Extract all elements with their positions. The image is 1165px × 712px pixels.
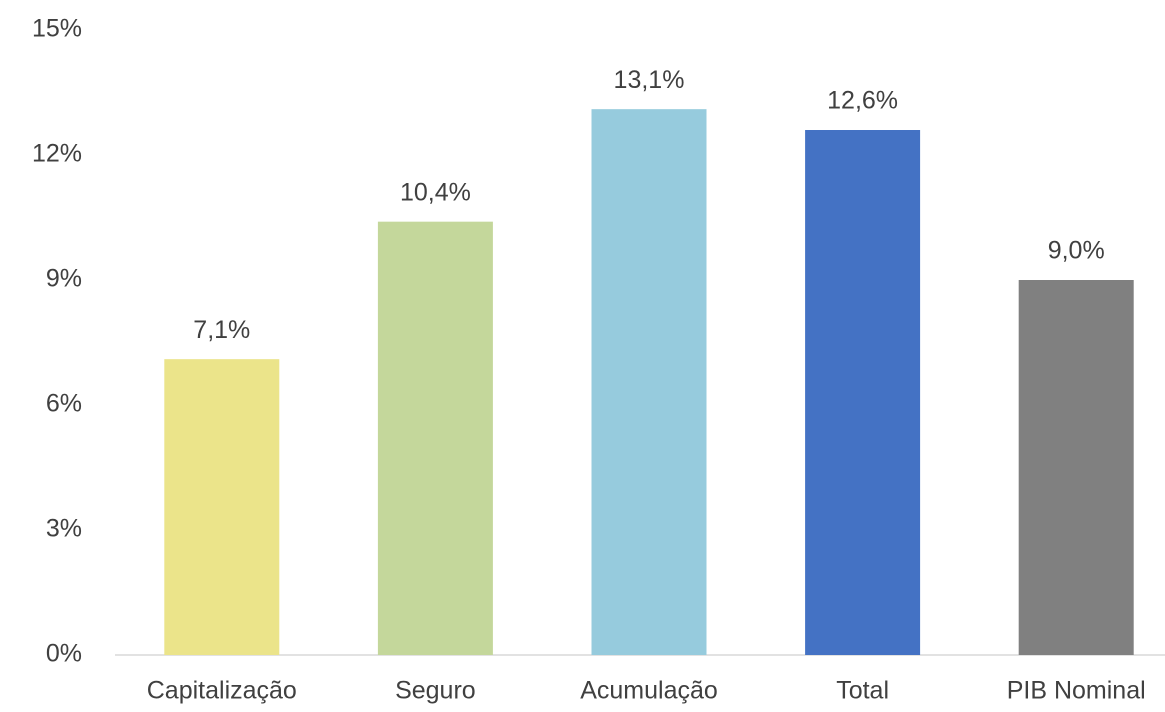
y-tick-label: 3% [46,515,82,543]
value-label: 12,6% [827,87,898,115]
value-label: 7,1% [193,316,250,344]
y-tick-label: 15% [32,15,82,43]
bar [164,359,280,655]
x-tick-label: Seguro [395,677,476,705]
y-tick-label: 0% [46,640,82,668]
x-tick-label: Total [836,677,889,705]
y-tick-label: 6% [46,390,82,418]
value-label: 9,0% [1048,237,1105,265]
x-tick-label: Capitalização [147,677,297,705]
y-tick-label: 9% [46,265,82,293]
y-tick-label: 12% [32,140,82,168]
x-tick-label: PIB Nominal [1007,677,1146,705]
bar [1018,280,1134,655]
bar [805,130,921,655]
value-label: 10,4% [400,178,471,206]
value-label: 13,1% [614,66,685,94]
bar [377,221,493,655]
x-tick-label: Acumulação [580,677,718,705]
bar [591,109,707,655]
